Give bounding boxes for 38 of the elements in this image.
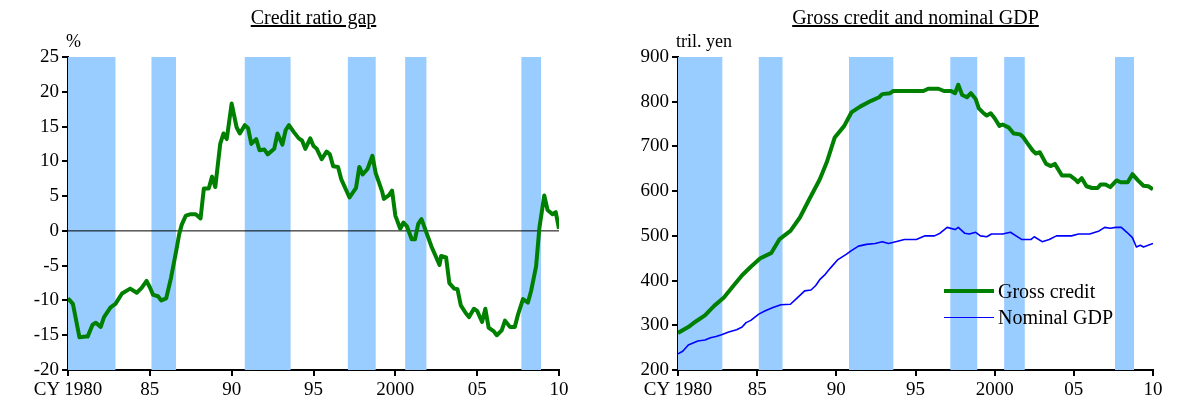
legend-label: Gross credit — [998, 279, 1096, 303]
y-tick-label: 5 — [49, 184, 59, 206]
x-tick-label: 05 — [1064, 378, 1084, 400]
x-tick-label: CY 1980 — [643, 378, 713, 400]
y-tick-label: 500 — [640, 223, 669, 245]
x-tick-label: 2000 — [376, 378, 415, 400]
y-tick-label: 800 — [640, 89, 669, 111]
y-tick-label: 10 — [40, 149, 59, 171]
x-tick-label: 10 — [549, 378, 569, 400]
x-tick-label: CY 1980 — [33, 378, 103, 400]
x-tick-label: 05 — [467, 378, 487, 400]
x-tick-label: 95 — [906, 378, 925, 400]
y-tick-label: 20 — [40, 79, 59, 101]
x-tick-label: 85 — [140, 378, 160, 400]
y-tick-label: -10 — [33, 288, 59, 310]
y-tick-label: 600 — [640, 179, 669, 201]
x-tick-label: 10 — [1143, 378, 1163, 400]
y-tick-label: -15 — [33, 323, 59, 345]
x-tick-label: 95 — [304, 378, 323, 400]
chart-title: Gross credit and nominal GDP — [792, 6, 1039, 29]
legend-label: Nominal GDP — [998, 305, 1113, 329]
y-tick-label: 15 — [40, 114, 59, 136]
y-tick-label: 25 — [40, 44, 59, 66]
y-tick-label: 400 — [640, 268, 669, 290]
x-tick-label: 90 — [826, 378, 846, 400]
chart-title: Credit ratio gap — [250, 6, 377, 29]
y-tick-label: -20 — [33, 357, 59, 379]
y-tick-label: -5 — [43, 253, 59, 275]
x-tick-label: 90 — [222, 378, 242, 400]
y-tick-label: 300 — [640, 313, 669, 335]
x-tick-label: 2000 — [975, 378, 1014, 400]
x-tick-label: 85 — [747, 378, 767, 400]
y-tick-label: 700 — [640, 134, 669, 156]
y-tick-label: 200 — [640, 357, 669, 379]
y-tick-label: 0 — [49, 218, 59, 240]
y-axis-title: tril. yen — [676, 31, 732, 52]
y-tick-label: 900 — [640, 44, 669, 66]
y-axis-title: % — [66, 31, 81, 52]
